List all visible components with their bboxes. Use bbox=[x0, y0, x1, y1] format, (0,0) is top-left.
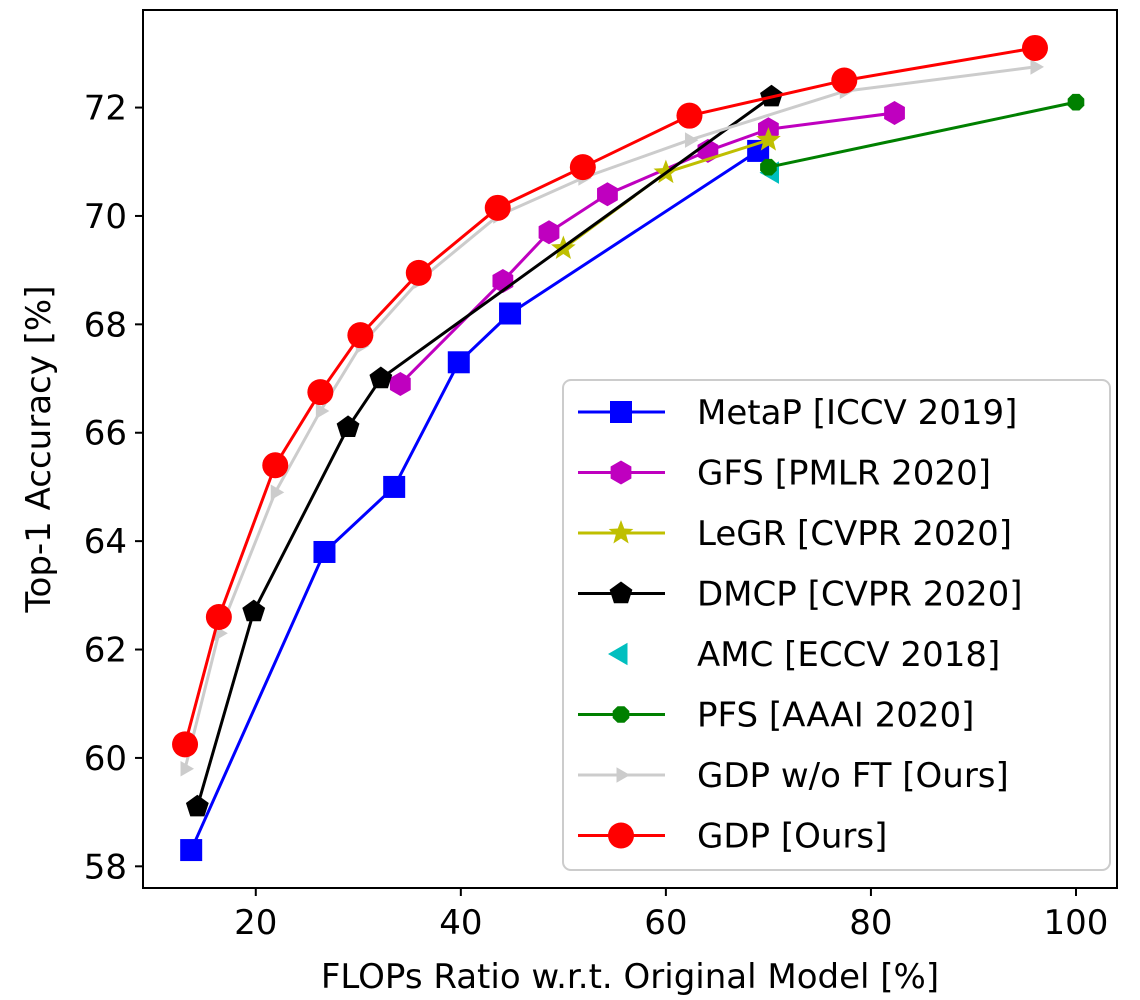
legend-label-pfs-aaai-2020: PFS [AAAI 2020] bbox=[697, 696, 974, 736]
legend-label-legr-cvpr-2020: LeGR [CVPR 2020] bbox=[697, 514, 1012, 554]
data-point-metap-iccv-2019-3 bbox=[447, 351, 470, 374]
data-point-gdp-w-o-ft-ours-2 bbox=[270, 484, 285, 501]
legend-marker-dmcp-cvpr-2020 bbox=[609, 581, 633, 604]
data-point-pfs-aaai-2020-0 bbox=[760, 158, 777, 176]
legend-label-metap-iccv-2019: MetaP [ICCV 2019] bbox=[697, 393, 1017, 433]
series-layer bbox=[172, 34, 1085, 862]
x-tick-label-40: 40 bbox=[439, 903, 482, 943]
data-point-metap-iccv-2019-1 bbox=[313, 540, 336, 563]
ticks-layer: 20 40 60 80 100 58 60 62 64 66 68 70 72 bbox=[84, 89, 1109, 943]
legend-marker-gdp-ours bbox=[608, 822, 634, 849]
legend-label-gfs-pmlr-2020: GFS [PMLR 2020] bbox=[697, 454, 991, 494]
data-point-gdp-ours-7 bbox=[569, 154, 596, 181]
legend-marker-gdp-w-o-ft-ours bbox=[616, 767, 630, 783]
data-point-gdp-ours-2 bbox=[262, 452, 289, 479]
legend-marker-pfs-aaai-2020 bbox=[612, 706, 630, 723]
data-point-gdp-ours-1 bbox=[205, 604, 232, 631]
series-pfs-aaai-2020 bbox=[760, 93, 1085, 176]
series-metap-iccv-2019 bbox=[180, 139, 770, 862]
x-tick-label-80: 80 bbox=[849, 903, 892, 943]
legend-marker-amc-eccv-2018 bbox=[608, 642, 628, 666]
x-axis-label: FLOPs Ratio w.r.t. Original Model [%] bbox=[321, 957, 939, 997]
legend-marker-metap-iccv-2019 bbox=[610, 401, 632, 423]
data-point-gdp-w-o-ft-ours-3 bbox=[315, 403, 330, 419]
data-point-gdp-ours-4 bbox=[347, 322, 374, 349]
y-tick-label-66: 66 bbox=[84, 414, 127, 454]
legend-label-amc-eccv-2018: AMC [ECCV 2018] bbox=[697, 635, 1000, 675]
y-axis-label: Top-1 Accuracy [%] bbox=[19, 286, 59, 614]
data-point-metap-iccv-2019-0 bbox=[180, 839, 203, 862]
legend-box bbox=[562, 379, 1111, 871]
data-point-metap-iccv-2019-4 bbox=[499, 302, 522, 325]
data-point-dmcp-cvpr-2020-1 bbox=[242, 599, 266, 622]
data-point-gdp-ours-3 bbox=[307, 379, 334, 406]
legend-entry-gdp-ours: GDP [Ours] bbox=[578, 817, 887, 857]
legend-label-gdp-w-o-ft-ours: GDP w/o FT [Ours] bbox=[697, 756, 1009, 796]
data-point-gdp-w-o-ft-ours-0 bbox=[180, 760, 195, 777]
legend-entry-legr-cvpr-2020: LeGR [CVPR 2020] bbox=[578, 514, 1012, 554]
y-tick-label-68: 68 bbox=[84, 305, 127, 345]
data-point-gfs-pmlr-2020-2 bbox=[538, 220, 560, 245]
x-tick-label-20: 20 bbox=[234, 903, 277, 943]
data-point-gdp-ours-6 bbox=[484, 194, 511, 221]
data-point-gdp-ours-5 bbox=[405, 259, 432, 286]
legend-marker-gfs-pmlr-2020 bbox=[610, 460, 632, 485]
y-tick-label-72: 72 bbox=[84, 89, 127, 129]
y-tick-label-64: 64 bbox=[84, 522, 127, 562]
legend-marker-legr-cvpr-2020 bbox=[608, 520, 634, 544]
data-point-metap-iccv-2019-2 bbox=[383, 475, 406, 498]
data-point-gfs-pmlr-2020-0 bbox=[389, 371, 411, 396]
data-point-gfs-pmlr-2020-3 bbox=[597, 182, 618, 207]
plot-frame bbox=[142, 9, 1118, 889]
legend-entry-metap-iccv-2019: MetaP [ICCV 2019] bbox=[578, 393, 1017, 433]
y-tick-label-58: 58 bbox=[84, 847, 127, 887]
data-point-legr-cvpr-2020-2 bbox=[756, 127, 781, 151]
legend: MetaP [ICCV 2019] GFS [PMLR 2020] LeGR [CV… bbox=[562, 379, 1111, 871]
legend-entry-dmcp-cvpr-2020: DMCP [CVPR 2020] bbox=[578, 575, 1023, 615]
legend-entry-pfs-aaai-2020: PFS [AAAI 2020] bbox=[578, 696, 974, 736]
data-point-gdp-ours-0 bbox=[172, 731, 199, 758]
data-point-dmcp-cvpr-2020-3 bbox=[369, 366, 393, 389]
legend-entry-amc-eccv-2018: AMC [ECCV 2018] bbox=[608, 635, 1000, 675]
y-tick-label-60: 60 bbox=[84, 739, 127, 779]
data-point-gdp-w-o-ft-ours-8 bbox=[684, 132, 699, 148]
y-tick-label-70: 70 bbox=[84, 197, 127, 237]
data-point-gdp-w-o-ft-ours-10 bbox=[1030, 59, 1044, 75]
x-tick-label-100: 100 bbox=[1044, 903, 1109, 943]
series-line-pfs-aaai-2020 bbox=[768, 100, 1077, 169]
data-point-dmcp-cvpr-2020-0 bbox=[185, 794, 209, 817]
data-point-dmcp-cvpr-2020-2 bbox=[336, 415, 360, 438]
data-point-gdp-ours-9 bbox=[831, 67, 858, 94]
data-point-gdp-ours-10 bbox=[1021, 34, 1048, 61]
data-point-pfs-aaai-2020-1 bbox=[1067, 93, 1085, 111]
legend-label-dmcp-cvpr-2020: DMCP [CVPR 2020] bbox=[697, 575, 1023, 615]
data-point-gfs-pmlr-2020-6 bbox=[884, 100, 905, 125]
series-line-metap-iccv-2019 bbox=[189, 149, 759, 851]
series-gdp-ours bbox=[172, 34, 1048, 758]
legend-entry-gfs-pmlr-2020: GFS [PMLR 2020] bbox=[578, 454, 991, 494]
legend-entry-gdp-w-o-ft-ours: GDP w/o FT [Ours] bbox=[578, 756, 1009, 796]
y-tick-label-62: 62 bbox=[84, 631, 127, 671]
data-point-gdp-ours-8 bbox=[676, 102, 703, 129]
x-tick-label-60: 60 bbox=[644, 903, 687, 943]
legend-label-gdp-ours: GDP [Ours] bbox=[697, 817, 887, 857]
